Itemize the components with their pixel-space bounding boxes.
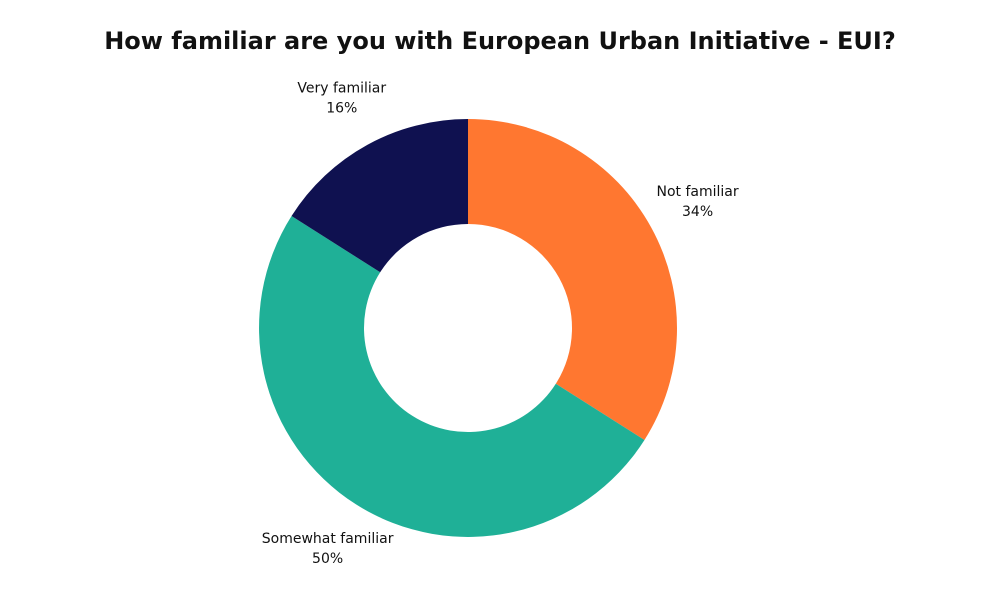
slice-value-label: 16%: [326, 100, 357, 116]
slice-label: Somewhat familiar: [262, 531, 394, 547]
slice-label: Very familiar: [297, 80, 386, 96]
slice-value-label: 34%: [682, 204, 713, 220]
slice: [291, 119, 468, 273]
slice: [259, 216, 645, 537]
slice-label: Not familiar: [657, 184, 739, 200]
slice-value-label: 50%: [312, 551, 343, 567]
slice: [468, 119, 677, 440]
chart-title: How familiar are you with European Urban…: [104, 27, 896, 55]
